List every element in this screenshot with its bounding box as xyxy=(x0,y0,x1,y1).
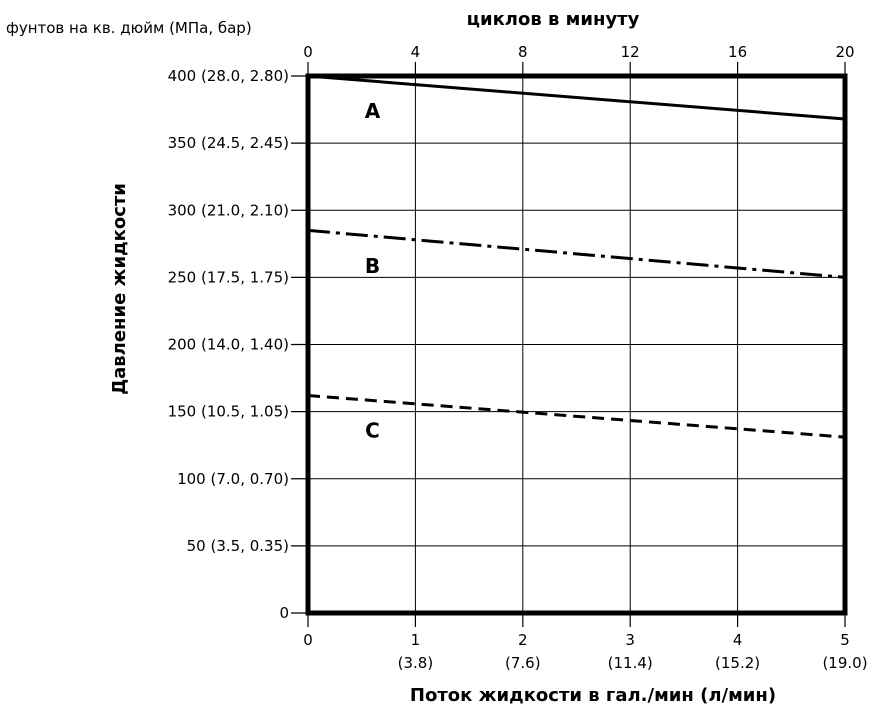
y-axis-title: Давление жидкости xyxy=(109,183,130,395)
x2-tick-label: 20 xyxy=(835,43,854,61)
x-tick-sublabel: (19.0) xyxy=(822,654,867,672)
grid-layer xyxy=(307,75,846,614)
x-axis-title: Поток жидкости в гал./мин (л/мин) xyxy=(410,685,776,706)
x2-tick-label: 8 xyxy=(518,43,528,61)
x2-tick-label: 12 xyxy=(621,43,640,61)
x2-tick-label: 16 xyxy=(728,43,747,61)
x-tick-label: 1 xyxy=(411,631,421,649)
series-layer: A B C xyxy=(307,74,846,443)
x-tick-sublabel: (11.4) xyxy=(608,654,653,672)
y-tick-label: 150 (10.5, 1.05) xyxy=(168,403,289,421)
series-c-line xyxy=(307,394,846,439)
y-tick-label: 400 (28.0, 2.80) xyxy=(168,67,289,85)
series-c-label: C xyxy=(365,419,380,443)
y-tick-label: 200 (14.0, 1.40) xyxy=(168,336,289,354)
x-tick-label: 3 xyxy=(625,631,635,649)
y-tick-label: 250 (17.5, 1.75) xyxy=(168,268,289,286)
top-axis-title: циклов в минуту xyxy=(467,9,640,30)
y-tick-label: 50 (3.5, 0.35) xyxy=(187,537,289,555)
y-unit-label: фунтов на кв. дюйм (МПа, бар) xyxy=(6,19,252,37)
x-tick-label: 5 xyxy=(840,631,850,649)
x-tick-sublabel: (7.6) xyxy=(505,654,541,672)
series-b-label: B xyxy=(365,254,380,278)
tick-layer: 0 50 (3.5, 0.35) 100 (7.0, 0.70) 150 (10.5,… xyxy=(168,43,868,672)
y-tick-label: 0 xyxy=(279,604,289,622)
y-tick-label: 350 (24.5, 2.45) xyxy=(168,134,289,152)
y-tick-label: 100 (7.0, 0.70) xyxy=(177,470,289,488)
x-tick-sublabel: (3.8) xyxy=(398,654,434,672)
series-a-line xyxy=(307,74,846,121)
plot-frame xyxy=(305,73,848,616)
series-a-label: A xyxy=(365,99,381,123)
x-tick-label: 2 xyxy=(518,631,528,649)
x2-tick-label: 0 xyxy=(303,43,313,61)
x-tick-sublabel: (15.2) xyxy=(715,654,760,672)
y-tick-label: 300 (21.0, 2.10) xyxy=(168,201,289,219)
x-tick-label: 4 xyxy=(733,631,743,649)
x2-tick-label: 4 xyxy=(411,43,421,61)
x-tick-label: 0 xyxy=(303,631,313,649)
series-b-line xyxy=(307,228,846,279)
